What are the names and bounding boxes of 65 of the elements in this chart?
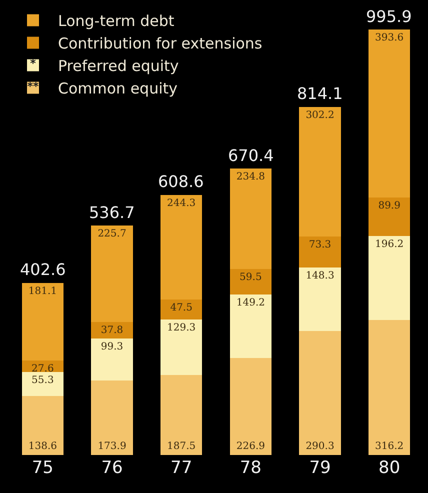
data-label: 187.5	[167, 441, 196, 452]
legend-label: Common equity	[58, 80, 178, 98]
bar	[368, 30, 410, 198]
x-tick-label: 75	[32, 458, 54, 478]
legend-label: Contribution for extensions	[58, 34, 262, 53]
bar	[160, 374, 202, 455]
bar	[22, 283, 64, 360]
total-label: 670.4	[228, 146, 274, 165]
data-label: 148.3	[306, 270, 334, 282]
bar	[368, 320, 410, 455]
bar	[91, 338, 133, 381]
data-label: 302.2	[306, 110, 334, 122]
bar	[160, 320, 202, 375]
x-tick-label: 78	[240, 458, 262, 478]
bar	[368, 236, 410, 320]
bar	[160, 194, 202, 300]
data-label: 149.2	[236, 297, 265, 308]
data-label: 225.7	[98, 228, 126, 240]
annotation: *	[27, 57, 39, 70]
data-label: 27.6	[32, 363, 54, 374]
legend-label: Preferred equity	[58, 57, 179, 76]
data-label: 73.3	[308, 239, 332, 250]
data-label: 226.9	[236, 441, 265, 452]
data-label: 196.2	[375, 239, 404, 250]
data-label: 37.8	[100, 325, 124, 336]
legend-label: Long-term debt	[58, 12, 174, 30]
total-label: 814.1	[297, 84, 343, 103]
data-label: 129.3	[167, 322, 196, 334]
data-label: 244.3	[167, 198, 196, 209]
bar	[299, 107, 341, 236]
data-label: 173.9	[98, 441, 126, 452]
data-label: 316.2	[375, 441, 404, 452]
total-label: 995.9	[366, 7, 412, 26]
bar	[230, 358, 272, 455]
annotation: **	[27, 80, 39, 93]
x-tick-label: 79	[309, 458, 331, 478]
bar	[160, 299, 202, 320]
data-label: 290.3	[306, 441, 334, 452]
data-label: 234.8	[236, 172, 265, 183]
bar	[230, 268, 272, 294]
data-label: 181.1	[28, 286, 57, 297]
bar	[299, 268, 341, 331]
bar	[22, 372, 64, 396]
total-label: 608.6	[158, 172, 204, 191]
data-label: 55.3	[32, 375, 54, 386]
data-label: 89.9	[378, 200, 400, 212]
bar	[91, 380, 133, 455]
data-label: 393.6	[375, 32, 404, 44]
bar	[230, 294, 272, 358]
x-tick-label: 76	[101, 458, 123, 478]
bar	[299, 330, 341, 455]
bar	[368, 198, 410, 236]
bar	[91, 322, 133, 338]
data-label: 138.6	[28, 441, 57, 452]
bar	[22, 396, 64, 455]
data-label: 47.5	[170, 302, 192, 314]
data-label: 59.5	[240, 272, 262, 283]
bar	[299, 236, 341, 268]
data-label: 99.3	[100, 341, 124, 352]
total-label: 536.7	[89, 203, 135, 222]
bar	[230, 168, 272, 269]
x-tick-label: 80	[378, 458, 400, 478]
bar	[91, 226, 133, 322]
x-tick-label: 77	[170, 458, 192, 478]
total-label: 402.6	[20, 260, 66, 279]
